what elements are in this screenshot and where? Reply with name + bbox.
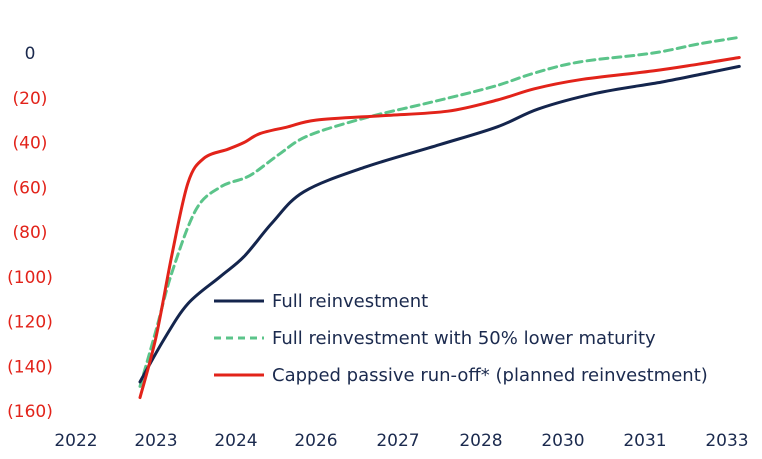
- legend-item-full-reinvestment: Full reinvestment: [214, 291, 428, 312]
- x-axis-ticks: 2022 2023 2024 2026 2027 2028 2030 2031 2033: [54, 431, 748, 451]
- y-axis-ticks: 0 (20) (40) (60) (80) (100) (120) (140) (160): [7, 44, 53, 422]
- y-tick-label: (120): [7, 313, 53, 333]
- legend-label: Capped passive run-off* (planned reinves…: [272, 365, 708, 386]
- legend-label: Full reinvestment with 50% lower maturit…: [272, 328, 656, 349]
- x-tick-label: 2022: [54, 431, 97, 451]
- series-capped-runoff-line: [138, 56, 741, 400]
- legend-item-lower-maturity: Full reinvestment with 50% lower maturit…: [214, 328, 656, 349]
- x-tick-label: 2023: [134, 431, 177, 451]
- y-tick-label: (20): [13, 89, 48, 109]
- x-tick-label: 2033: [705, 431, 748, 451]
- series-lines: [138, 35, 741, 400]
- y-tick-label: (160): [7, 402, 53, 422]
- x-tick-label: 2024: [214, 431, 257, 451]
- legend: Full reinvestment Full reinvestment with …: [214, 291, 708, 386]
- y-tick-label: (60): [13, 178, 48, 198]
- legend-item-capped-runoff: Capped passive run-off* (planned reinves…: [214, 365, 708, 386]
- x-tick-label: 2031: [623, 431, 666, 451]
- y-tick-label: 0: [25, 44, 36, 64]
- x-tick-label: 2028: [459, 431, 502, 451]
- y-tick-label: (140): [7, 357, 53, 377]
- y-tick-label: (80): [13, 223, 48, 243]
- series-full-reinvestment-line: [138, 64, 741, 384]
- series-lower-maturity-line: [138, 35, 741, 388]
- x-tick-label: 2030: [541, 431, 584, 451]
- x-tick-label: 2026: [294, 431, 337, 451]
- y-tick-label: (100): [7, 268, 53, 288]
- legend-label: Full reinvestment: [272, 291, 428, 312]
- y-tick-label: (40): [13, 134, 48, 154]
- x-tick-label: 2027: [376, 431, 419, 451]
